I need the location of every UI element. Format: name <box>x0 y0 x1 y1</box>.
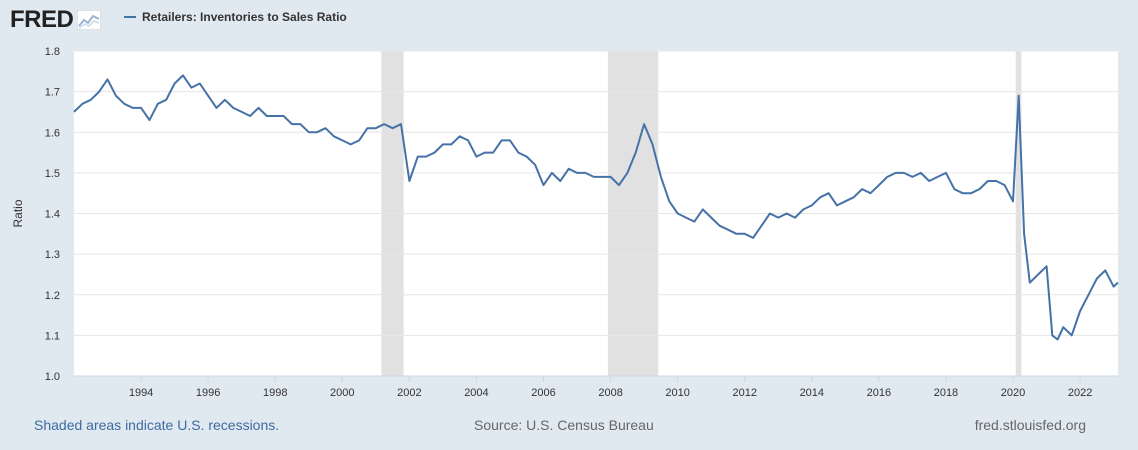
x-tick-label: 2012 <box>732 387 756 399</box>
y-tick-label: 1.0 <box>45 371 60 383</box>
x-tick-label: 2018 <box>934 387 958 399</box>
x-tick-label: 2000 <box>330 387 354 399</box>
y-tick-label: 1.5 <box>45 168 60 180</box>
x-tick-label: 1996 <box>196 387 220 399</box>
y-tick-label: 1.8 <box>45 46 60 58</box>
source-note: Source: U.S. Census Bureau <box>474 417 654 433</box>
recession-note: Shaded areas indicate U.S. recessions. <box>34 417 280 433</box>
x-tick-label: 2016 <box>867 387 891 399</box>
fred-logo-text: FRED <box>10 6 74 33</box>
fred-url-link[interactable]: fred.stlouisfed.org <box>974 417 1086 433</box>
y-tick-label: 1.7 <box>45 87 60 99</box>
x-tick-label: 2014 <box>800 387 824 399</box>
fred-logo[interactable]: FRED <box>10 6 102 33</box>
x-tick-label: 2008 <box>598 387 622 399</box>
legend-label: Retailers: Inventories to Sales Ratio <box>142 10 347 24</box>
y-tick-label: 1.4 <box>45 209 60 221</box>
y-tick-label: 1.2 <box>45 290 60 302</box>
y-tick-label: 1.6 <box>45 127 60 139</box>
x-tick-label: 2006 <box>531 387 555 399</box>
x-tick-label: 2022 <box>1068 387 1092 399</box>
fred-chart-logo-icon <box>77 10 102 30</box>
x-tick-label: 2020 <box>1001 387 1025 399</box>
legend-swatch <box>124 16 136 18</box>
x-tick-label: 2002 <box>397 387 421 399</box>
series-line <box>73 74 1119 341</box>
line-chart: 1.0 1.1 1.2 1.3 1.4 1.5 1.6 1.7 1.8 1994 1996 1998 2… <box>11 46 1119 399</box>
graph-header: FRED Retailers: Inventories to Sales Rat… <box>0 0 1138 40</box>
x-tick-label: 2004 <box>464 387 488 399</box>
x-tick-label: 1994 <box>129 387 153 399</box>
y-tick-label: 1.1 <box>45 330 60 342</box>
chart-legend: Retailers: Inventories to Sales Ratio <box>124 10 347 24</box>
y-tick-label: 1.3 <box>45 249 60 261</box>
y-axis-title: Ratio <box>11 199 25 227</box>
x-tick-label: 1998 <box>263 387 287 399</box>
x-tick-label: 2010 <box>665 387 689 399</box>
